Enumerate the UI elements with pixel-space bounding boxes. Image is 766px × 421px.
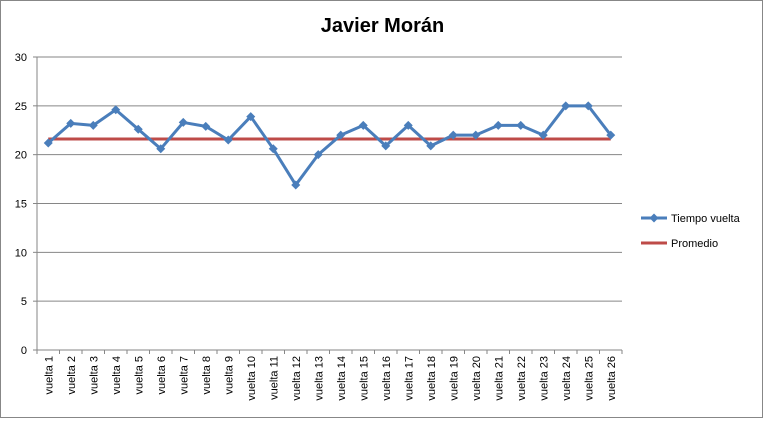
x-axis-ticks: vuelta 1 vuelta 2 vuelta 3 vuelta 4 vuelta 5… bbox=[43, 356, 618, 401]
x-tick-label: vuelta 24 bbox=[561, 356, 573, 401]
x-tick-label: vuelta 1 bbox=[43, 356, 55, 395]
x-tick-label: vuelta 2 bbox=[66, 356, 78, 395]
y-tick-label: 5 bbox=[21, 296, 27, 308]
data-point bbox=[88, 120, 98, 130]
series-line-tiempo-vuelta bbox=[47, 104, 612, 187]
x-tick-label: vuelta 9 bbox=[223, 356, 235, 395]
legend-label: Promedio bbox=[671, 238, 718, 250]
data-point bbox=[111, 105, 121, 115]
grid-lines bbox=[33, 56, 623, 354]
x-tick-label: vuelta 21 bbox=[493, 356, 505, 401]
data-point bbox=[201, 121, 211, 131]
data-point bbox=[538, 130, 548, 140]
data-point bbox=[268, 144, 278, 154]
x-tick-label: vuelta 17 bbox=[403, 356, 415, 401]
x-tick-label: vuelta 11 bbox=[268, 356, 280, 400]
legend-label: Tiempo vuelta bbox=[671, 213, 741, 225]
x-tick-label: vuelta 19 bbox=[448, 356, 460, 401]
data-point bbox=[358, 120, 368, 130]
series-layer bbox=[43, 101, 616, 190]
data-point bbox=[493, 120, 503, 130]
x-tick-label: vuelta 25 bbox=[583, 356, 595, 401]
data-point bbox=[246, 112, 256, 122]
y-axis-ticks: 0 5 10 15 20 25 30 bbox=[15, 52, 27, 357]
chart-title: Javier Morán bbox=[320, 15, 445, 37]
data-point bbox=[178, 117, 188, 127]
x-tick-label: vuelta 26 bbox=[606, 356, 618, 401]
data-point bbox=[516, 120, 526, 130]
data-point bbox=[381, 141, 391, 151]
x-tick-label: vuelta 20 bbox=[471, 356, 483, 401]
data-point bbox=[133, 124, 143, 134]
x-tick-label: vuelta 13 bbox=[313, 356, 325, 401]
data-point bbox=[583, 101, 593, 111]
y-tick-label: 25 bbox=[15, 101, 27, 113]
y-tick-label: 30 bbox=[15, 52, 27, 64]
data-point bbox=[471, 130, 481, 140]
legend-marker bbox=[649, 213, 659, 223]
data-point bbox=[336, 130, 346, 140]
x-tick-label: vuelta 16 bbox=[381, 356, 393, 401]
data-point bbox=[156, 144, 166, 154]
x-tick-label: vuelta 6 bbox=[156, 356, 168, 395]
data-point bbox=[66, 118, 76, 128]
x-tick-label: vuelta 5 bbox=[133, 356, 145, 395]
legend: Tiempo vuelta Promedio bbox=[641, 213, 741, 250]
x-tick-label: vuelta 8 bbox=[201, 356, 213, 395]
x-tick-label: vuelta 22 bbox=[516, 356, 528, 401]
data-point bbox=[448, 130, 458, 140]
data-point bbox=[606, 130, 616, 140]
data-point bbox=[403, 120, 413, 130]
y-tick-label: 10 bbox=[15, 247, 27, 259]
data-point bbox=[291, 180, 301, 190]
x-tick-label: vuelta 18 bbox=[426, 356, 438, 401]
y-tick-label: 15 bbox=[15, 199, 27, 211]
x-tick-label: vuelta 12 bbox=[291, 356, 303, 401]
data-point bbox=[43, 138, 53, 148]
x-tick-label: vuelta 3 bbox=[88, 356, 100, 395]
data-point bbox=[561, 101, 571, 111]
x-tick-label: vuelta 10 bbox=[246, 356, 258, 401]
data-point bbox=[426, 141, 436, 151]
y-tick-label: 20 bbox=[15, 150, 27, 162]
x-tick-label: vuelta 4 bbox=[111, 356, 123, 395]
y-tick-label: 0 bbox=[21, 345, 27, 357]
x-tick-label: vuelta 14 bbox=[336, 356, 348, 401]
x-tick-label: vuelta 15 bbox=[358, 356, 370, 401]
x-tick-label: vuelta 7 bbox=[178, 356, 190, 395]
data-point bbox=[313, 150, 323, 160]
x-tick-label: vuelta 23 bbox=[538, 356, 550, 401]
data-point bbox=[223, 135, 233, 145]
